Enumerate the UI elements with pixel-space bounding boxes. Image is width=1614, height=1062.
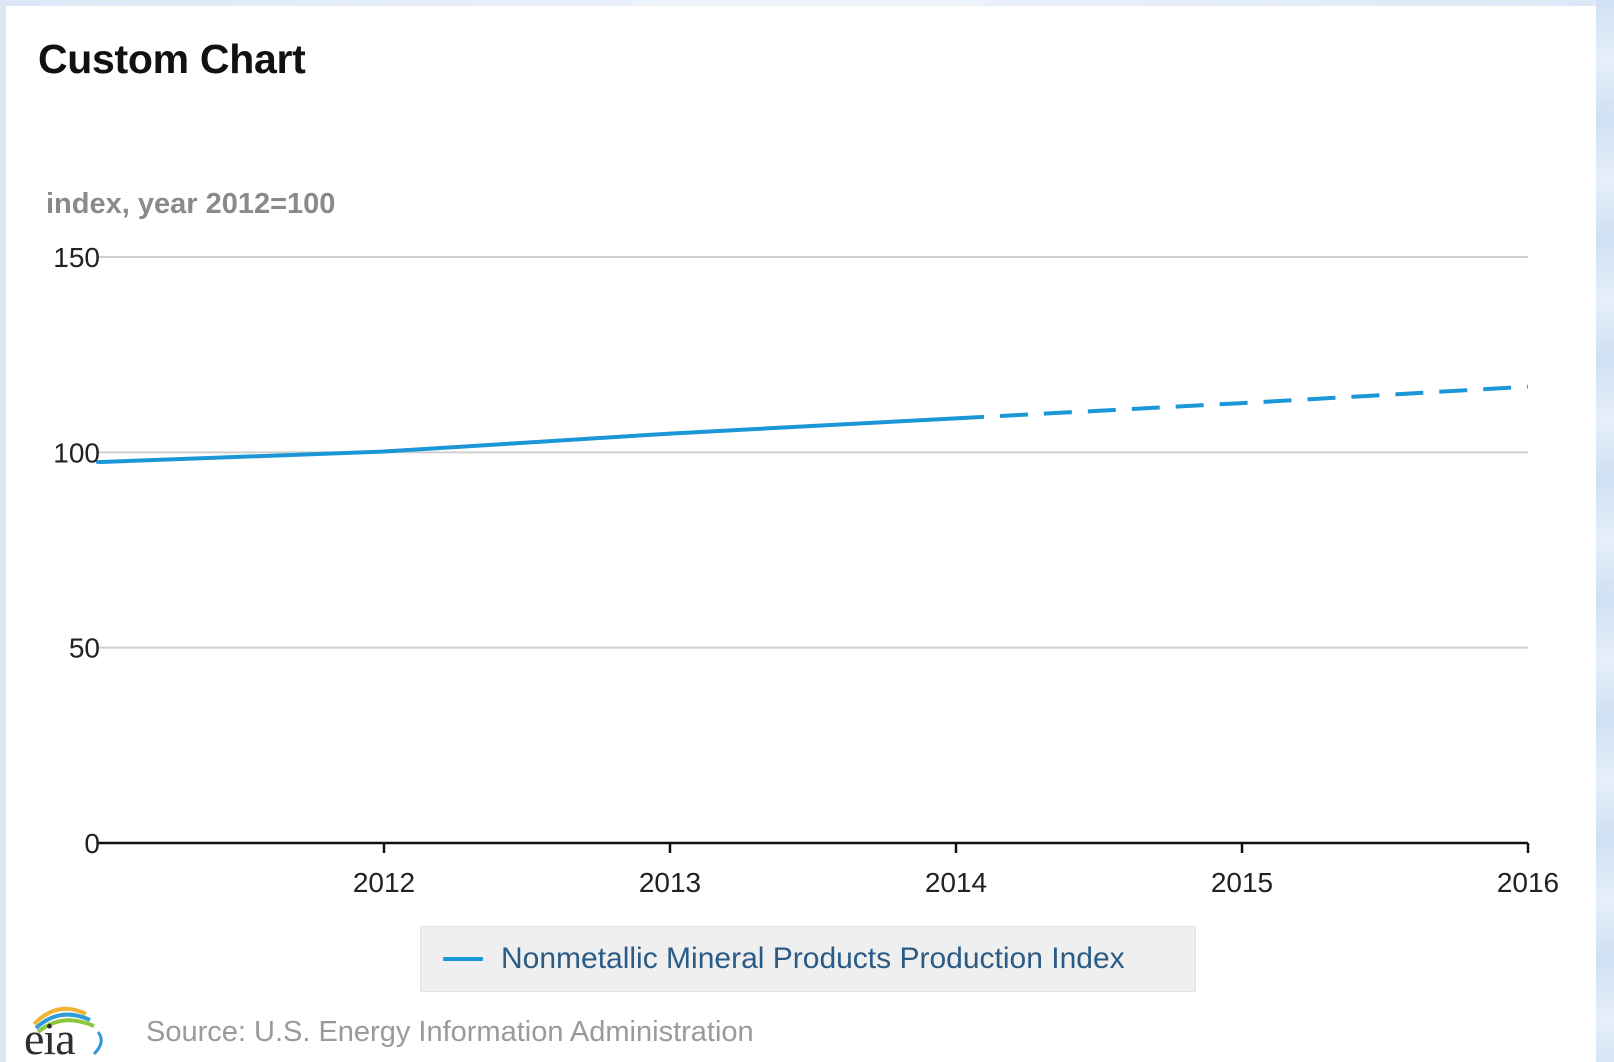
chart-legend: Nonmetallic Mineral Products Production … <box>420 926 1196 992</box>
background-edge <box>1596 0 1614 1062</box>
chart-footer: eia Source: U.S. Energy Information Admi… <box>24 1002 754 1062</box>
eia-logo: eia <box>24 1002 108 1062</box>
eia-logo-text: eia <box>24 1013 76 1062</box>
eia-logo-arc-icon <box>32 1006 103 1056</box>
x-tick-label: 2016 <box>1497 867 1559 898</box>
y-tick-label: 100 <box>53 437 100 468</box>
x-tick-label: 2015 <box>1211 867 1273 898</box>
tick-labels: 0 50 100 150 2012 2013 2014 2015 2016 <box>53 242 1559 898</box>
line-chart: 0 50 100 150 2012 2013 2014 2015 2016 <box>53 242 1559 898</box>
legend-item-label[interactable]: Nonmetallic Mineral Products Production … <box>501 942 1125 975</box>
chart-card: Custom Chart index, year 2012=100 0 50 100… <box>6 6 1596 1062</box>
x-tick-label: 2013 <box>639 867 701 898</box>
x-tick-label: 2014 <box>925 867 987 898</box>
legend-swatch-line <box>443 957 483 961</box>
y-tick-label: 150 <box>53 242 100 273</box>
axes <box>98 841 1530 853</box>
y-tick-label: 50 <box>69 633 100 664</box>
series-line-forecast <box>955 384 1529 421</box>
chart-title: Custom Chart <box>38 36 306 82</box>
series-lines <box>96 384 1529 465</box>
y-axis-unit-label: index, year 2012=100 <box>46 188 336 220</box>
series-line-historical <box>96 416 958 465</box>
y-tick-label: 0 <box>84 828 100 859</box>
x-tick-label: 2012 <box>353 867 415 898</box>
source-note: Source: U.S. Energy Information Administ… <box>146 1015 754 1048</box>
